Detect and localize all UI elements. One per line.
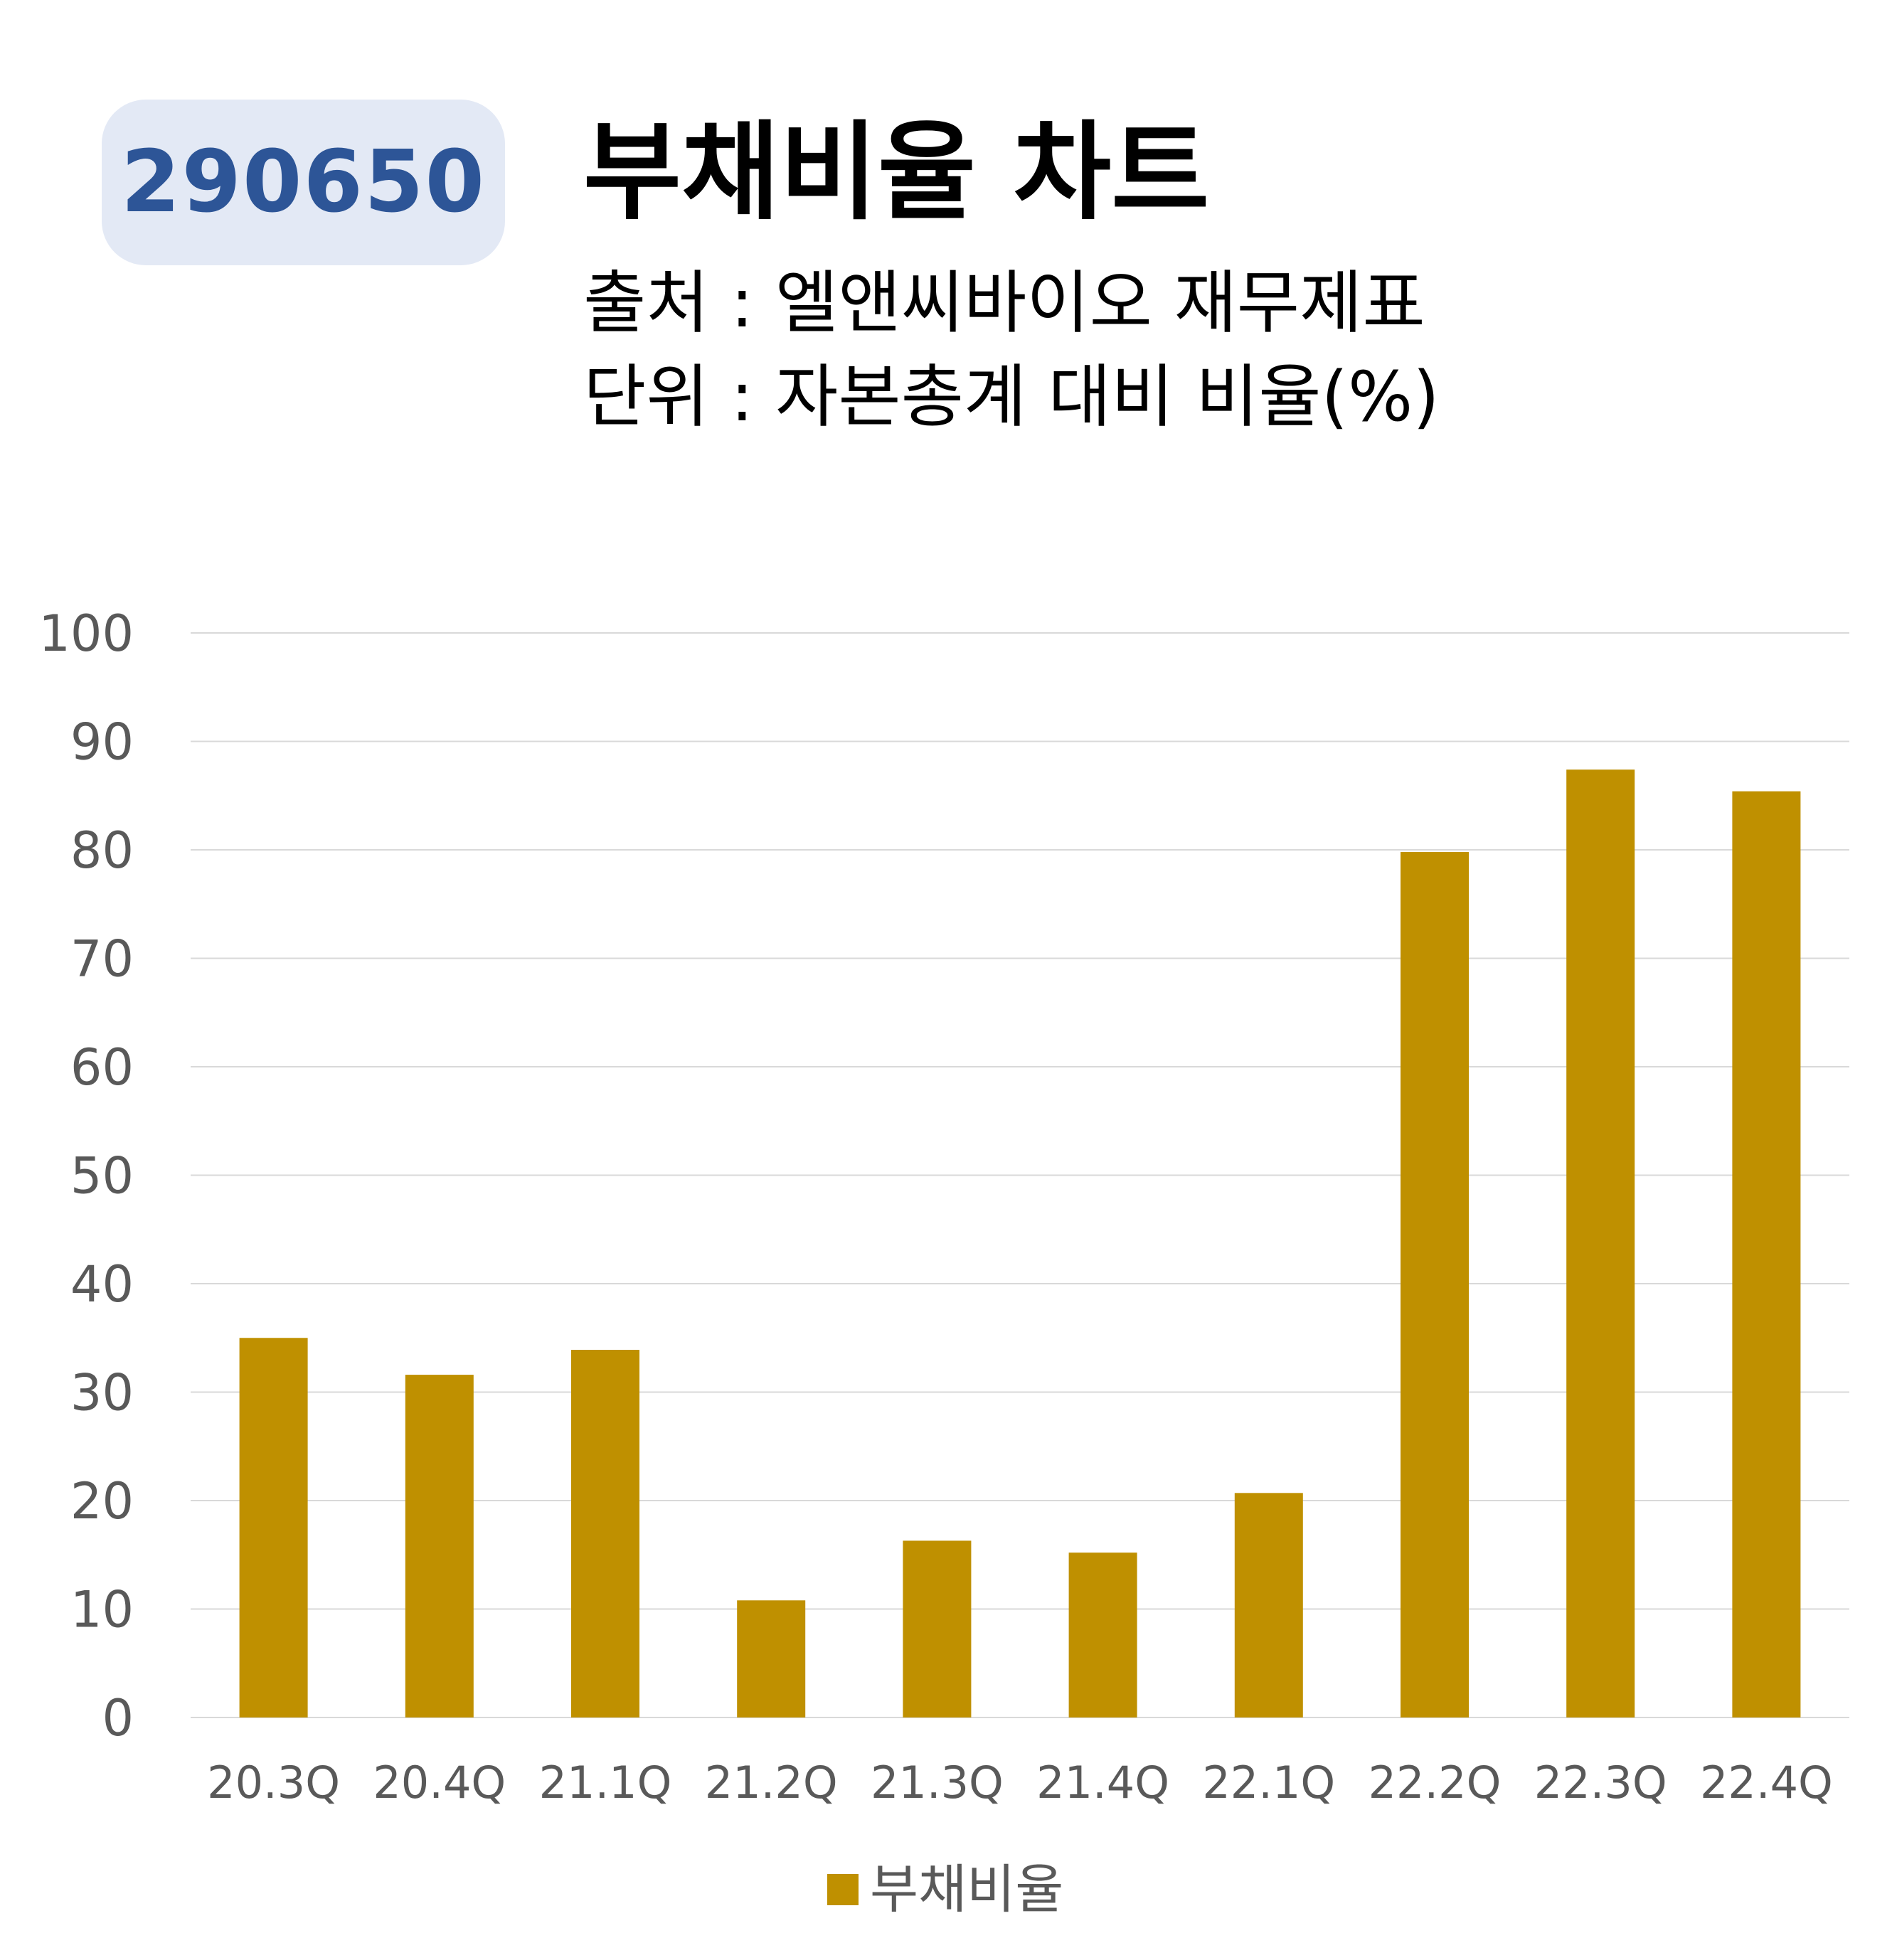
y-tick-label: 70 (70, 930, 134, 989)
x-tick-label: 21.1Q (539, 1757, 672, 1809)
bar (1234, 1493, 1303, 1717)
chart-title: 부채비율 차트 (583, 111, 1210, 235)
y-tick-label: 80 (70, 821, 134, 880)
unit-note: 단위 : 자본총계 대비 비율(%) (583, 357, 1440, 437)
bar (1566, 769, 1635, 1717)
bar (571, 1350, 639, 1717)
x-tick-label: 22.3Q (1534, 1757, 1667, 1809)
bar (903, 1540, 972, 1717)
x-tick-label: 22.4Q (1700, 1757, 1833, 1809)
legend-label: 부채비율 (870, 1859, 1064, 1920)
y-tick-label: 100 (38, 604, 134, 663)
legend-swatch (827, 1874, 859, 1905)
bar (737, 1600, 806, 1717)
x-tick-label: 20.4Q (373, 1757, 506, 1809)
x-tick-label: 21.3Q (871, 1757, 1004, 1809)
y-tick-label: 90 (70, 713, 134, 772)
bar (1732, 791, 1801, 1717)
x-tick-label: 21.2Q (705, 1757, 838, 1809)
bar (1401, 852, 1469, 1717)
x-tick-label: 22.1Q (1202, 1757, 1335, 1809)
stock-code-badge: 290650 (102, 100, 505, 265)
source-note: 출처 : 엘앤씨바이오 재무제표 (583, 263, 1425, 343)
bar (405, 1375, 474, 1717)
y-tick-label: 0 (102, 1689, 134, 1747)
x-tick-label: 21.4Q (1036, 1757, 1169, 1809)
y-tick-label: 20 (70, 1472, 134, 1530)
y-tick-label: 60 (70, 1038, 134, 1097)
y-tick-label: 50 (70, 1147, 134, 1205)
bar (239, 1338, 308, 1717)
y-tick-label: 40 (70, 1255, 134, 1314)
y-tick-label: 30 (70, 1364, 134, 1422)
x-tick-label: 20.3Q (207, 1757, 340, 1809)
y-tick-label: 10 (70, 1581, 134, 1639)
x-tick-label: 22.2Q (1369, 1757, 1502, 1809)
bar (1068, 1552, 1137, 1717)
stock-code: 290650 (121, 133, 486, 232)
legend: 부채비율 (827, 1863, 1063, 1916)
